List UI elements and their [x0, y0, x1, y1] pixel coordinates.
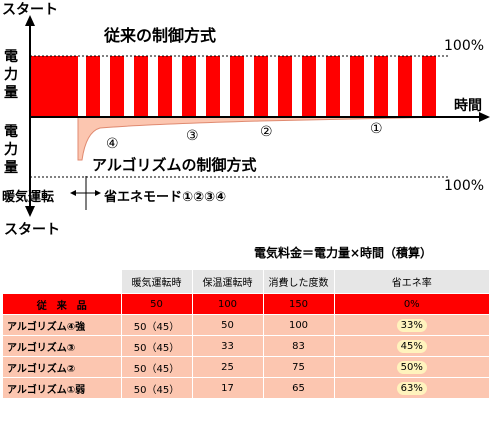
row-warmup: 50（45） — [120, 356, 193, 378]
marker-3: ③ — [186, 128, 199, 144]
algorithm-title: アルゴリズムの制御方式 — [92, 156, 257, 174]
row-name: 従 来 品 — [2, 293, 122, 315]
time-axis-arrow — [479, 112, 490, 122]
power-pulse — [278, 56, 292, 117]
row-warmup: 50 — [120, 293, 193, 315]
row-keep: 25 — [191, 356, 264, 378]
row-rate-cell: 33% — [333, 314, 490, 336]
table-row: アルゴリズム④強 50（45） 50 100 33% — [2, 314, 490, 336]
power-label-top: 電力量 — [4, 49, 18, 101]
comparison-table: 暖気運転時 保温運転時 消費した度数 省エネ率 従 来 品 50 100 150… — [2, 269, 490, 399]
row-keep: 50 — [191, 314, 264, 336]
row-warmup: 50（45） — [120, 377, 193, 399]
row-usage: 83 — [262, 335, 335, 357]
power-pulse — [422, 56, 436, 117]
conventional-title: 従来の制御方式 — [104, 26, 217, 45]
table-header-keep: 保温運転時 — [191, 269, 264, 294]
power-pulse — [158, 56, 172, 117]
marker-4: ④ — [106, 136, 119, 152]
row-usage: 150 — [262, 293, 335, 315]
row-usage: 100 — [262, 314, 335, 336]
power-pulse — [110, 56, 124, 117]
mode-arrow-right — [95, 190, 101, 196]
row-rate: 33% — [396, 318, 427, 332]
pct-bottom: 100% — [444, 178, 485, 194]
row-name: アルゴリズム①弱 — [2, 377, 122, 399]
time-label: 時間 — [454, 98, 482, 114]
power-pulse — [230, 56, 244, 117]
start-label-bottom: スタート — [4, 222, 60, 238]
row-name: アルゴリズム② — [2, 356, 122, 378]
table-header-row: 暖気運転時 保温運転時 消費した度数 省エネ率 — [2, 269, 490, 294]
row-warmup: 50（45） — [120, 314, 193, 336]
row-rate: 0% — [333, 293, 490, 315]
row-name: アルゴリズム④強 — [2, 314, 122, 336]
row-rate: 50% — [396, 360, 427, 374]
row-rate-cell: 50% — [333, 356, 490, 378]
power-pulse — [398, 56, 412, 117]
table-row: アルゴリズム② 50（45） 25 75 50% — [2, 356, 490, 378]
table-row: アルゴリズム①弱 50（45） 17 65 63% — [2, 377, 490, 399]
power-pulse — [206, 56, 220, 117]
table-header-rate: 省エネ率 — [333, 269, 490, 294]
marker-1: ① — [370, 121, 383, 137]
row-usage: 65 — [262, 377, 335, 399]
algorithm-power-curve — [30, 116, 449, 161]
control-method-diagram — [25, 15, 490, 217]
vertical-axis-arrow-down — [25, 206, 35, 217]
power-pulse — [134, 56, 148, 117]
row-keep: 33 — [191, 335, 264, 357]
power-pulse — [86, 56, 100, 117]
power-pulse — [182, 56, 196, 117]
power-pulse — [326, 56, 340, 117]
table-header-blank — [2, 269, 121, 294]
row-rate-cell: 45% — [333, 335, 490, 357]
eco-mode-label: 省エネモード①②③④ — [104, 190, 227, 205]
row-keep: 17 — [191, 377, 264, 399]
row-rate: 63% — [396, 381, 427, 395]
warmup-power-block — [30, 56, 78, 117]
row-usage: 75 — [262, 356, 335, 378]
row-name: アルゴリズム③ — [2, 335, 122, 357]
power-label-bottom: 電力量 — [4, 124, 18, 176]
table-row: 従 来 品 50 100 150 0% — [2, 293, 490, 315]
table-row: アルゴリズム③ 50（45） 33 83 45% — [2, 335, 490, 357]
table-header-usage: 消費した度数 — [262, 269, 335, 294]
conventional-power-stripes — [30, 56, 436, 117]
formula: 電気料金＝電力量×時間（積算） — [254, 246, 433, 260]
start-label-top: スタート — [2, 2, 58, 18]
power-pulse — [302, 56, 316, 117]
table-header-warmup: 暖気運転時 — [120, 269, 193, 294]
warmup-label: 暖気運転 — [2, 190, 55, 205]
power-pulse — [374, 56, 388, 117]
marker-2: ② — [260, 124, 273, 140]
power-pulse — [350, 56, 364, 117]
row-rate: 45% — [396, 339, 427, 353]
row-warmup: 50（45） — [120, 335, 193, 357]
vertical-axis-arrow-up — [25, 15, 35, 26]
power-pulse — [254, 56, 268, 117]
mode-arrow-left — [70, 190, 76, 196]
pct-top: 100% — [444, 38, 485, 54]
row-keep: 100 — [191, 293, 264, 315]
row-rate-cell: 63% — [333, 377, 490, 399]
